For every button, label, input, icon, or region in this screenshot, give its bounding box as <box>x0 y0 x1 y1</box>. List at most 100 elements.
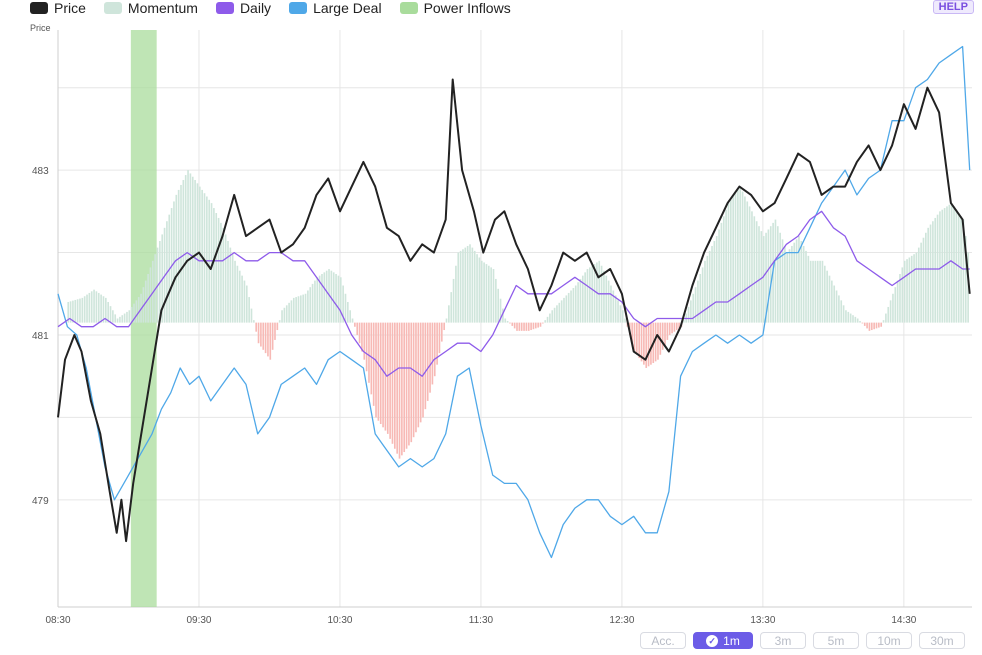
momentum-bar <box>823 265 826 323</box>
legend-swatch-large-deal <box>289 2 308 14</box>
momentum-bar <box>497 288 500 323</box>
momentum-bar <box>347 302 349 323</box>
momentum-bar <box>549 313 551 323</box>
momentum-bar <box>816 260 819 323</box>
momentum-bar <box>607 280 610 323</box>
timeframe-5m-button[interactable]: 5m <box>813 632 859 649</box>
momentum-bar <box>711 245 713 323</box>
legend-item-large-deal[interactable]: Large Deal <box>289 0 382 16</box>
momentum-bar <box>565 295 568 323</box>
momentum-bar <box>177 189 180 323</box>
momentum-bar <box>426 322 429 401</box>
momentum-bar <box>509 322 511 324</box>
momentum-bar <box>100 294 102 323</box>
momentum-bar <box>781 239 784 323</box>
momentum-bar <box>697 280 699 323</box>
help-button[interactable]: HELP <box>932 0 974 14</box>
momentum-bar <box>784 245 786 323</box>
momentum-bar <box>288 302 290 323</box>
momentum-bar <box>295 297 297 323</box>
legend-item-power-inflows[interactable]: Power Inflows <box>399 0 511 16</box>
momentum-bar <box>67 302 70 323</box>
momentum-bar <box>849 313 852 323</box>
momentum-bar <box>128 310 131 323</box>
momentum-bar <box>206 196 208 323</box>
timeframe-1m-label: 1m <box>723 633 740 648</box>
momentum-bar <box>939 211 941 323</box>
momentum-bar <box>473 250 476 323</box>
momentum-bar <box>542 322 544 324</box>
momentum-bar <box>104 297 107 323</box>
momentum-bar <box>892 293 894 323</box>
momentum-bar <box>725 209 727 323</box>
x-tick-label: 14:30 <box>891 615 916 626</box>
momentum-bar <box>751 211 753 323</box>
momentum-bar <box>438 322 441 354</box>
momentum-bar <box>690 300 692 323</box>
momentum-bar <box>574 285 577 323</box>
momentum-bar <box>396 322 398 454</box>
momentum-bar <box>845 310 847 323</box>
momentum-bar <box>245 285 248 323</box>
timeframe-1m-button[interactable]: ✓ 1m <box>693 632 753 649</box>
momentum-bar <box>189 173 192 323</box>
momentum-bar <box>459 250 462 323</box>
momentum-bar <box>645 322 648 368</box>
momentum-bar <box>194 180 196 323</box>
momentum-bar <box>737 189 739 323</box>
legend-item-momentum[interactable]: Momentum <box>103 0 198 16</box>
momentum-bar <box>314 280 316 323</box>
momentum-bar <box>471 247 474 323</box>
timeframe-selector: Acc. ✓ 1m 3m 5m 10m 30m <box>640 632 965 649</box>
momentum-bar <box>682 320 685 323</box>
timeframe-30m-button[interactable]: 30m <box>919 632 965 649</box>
momentum-bar <box>365 322 368 372</box>
momentum-bar <box>274 322 276 340</box>
momentum-bar <box>913 254 915 323</box>
momentum-bar <box>793 242 796 323</box>
momentum-bar <box>224 234 227 323</box>
momentum-bar <box>866 322 868 329</box>
momentum-bar <box>544 320 547 323</box>
momentum-bar <box>701 267 704 323</box>
timeframe-10m-button[interactable]: 10m <box>866 632 912 649</box>
momentum-bar <box>828 275 831 323</box>
momentum-bar <box>372 322 375 406</box>
momentum-bar <box>762 236 765 323</box>
momentum-bar <box>424 322 427 410</box>
momentum-bar <box>114 314 117 323</box>
momentum-bar <box>856 318 859 323</box>
legend-label-price: Price <box>54 0 86 16</box>
momentum-bar <box>605 275 608 323</box>
momentum-bar <box>899 273 901 323</box>
momentum-bar <box>325 270 328 323</box>
momentum-bar <box>819 260 821 323</box>
momentum-bar <box>300 295 302 323</box>
momentum-bar <box>264 322 267 354</box>
momentum-bar <box>925 232 927 323</box>
momentum-bar <box>880 322 883 327</box>
momentum-bar <box>462 249 464 323</box>
momentum-bar <box>368 322 370 383</box>
momentum-bar <box>480 260 483 323</box>
x-tick-label: 13:30 <box>750 615 775 626</box>
momentum-bar <box>692 293 695 323</box>
momentum-bar <box>666 322 669 340</box>
legend-item-daily[interactable]: Daily <box>215 0 271 16</box>
momentum-bar <box>203 193 206 323</box>
legend-swatch-power-inflows <box>399 2 418 14</box>
momentum-bar <box>581 275 584 323</box>
momentum-bar <box>86 294 88 323</box>
momentum-bar <box>729 199 732 323</box>
momentum-bar <box>802 245 805 323</box>
timeframe-acc-button[interactable]: Acc. <box>640 632 686 649</box>
momentum-bar <box>532 322 535 330</box>
momentum-bar <box>107 302 109 323</box>
momentum-bar <box>466 245 469 323</box>
timeframe-3m-button[interactable]: 3m <box>760 632 806 649</box>
momentum-bar <box>377 322 380 421</box>
momentum-bar <box>863 322 866 326</box>
legend-item-price[interactable]: Price <box>30 0 86 16</box>
momentum-bar <box>786 252 789 323</box>
